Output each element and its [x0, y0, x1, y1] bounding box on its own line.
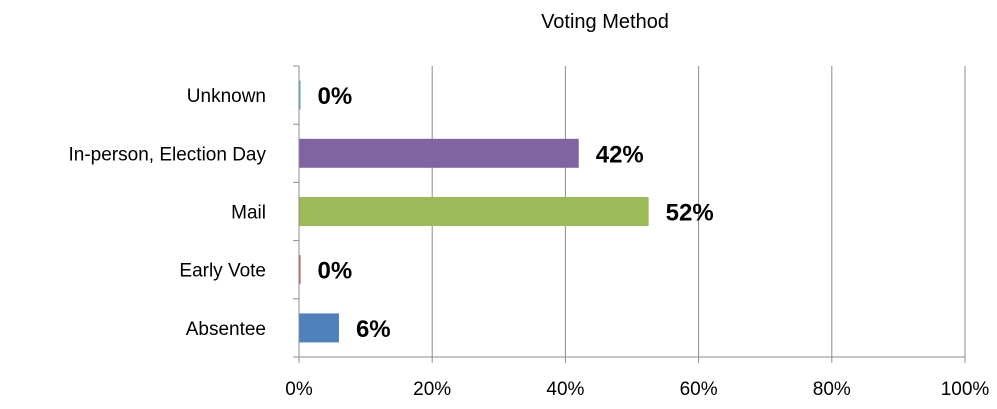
x-tick-label: 40%: [546, 379, 584, 400]
labels: 0% 20% 40% 60% 80% 100% Unknown 0% In-person, El…: [69, 83, 990, 400]
x-tick-label: 20%: [413, 379, 451, 400]
bar: [299, 138, 579, 168]
x-tick-label: 80%: [813, 379, 851, 400]
category-label: Unknown: [187, 86, 266, 107]
x-tick-label: 60%: [680, 379, 718, 400]
x-tick-label: 0%: [285, 379, 313, 400]
category-label: Absentee: [186, 319, 266, 340]
data-label: 0%: [318, 258, 353, 285]
data-label: 0%: [318, 83, 353, 110]
data-label: 42%: [596, 141, 644, 168]
category-label: In-person, Election Day: [69, 144, 267, 165]
bars: [299, 80, 649, 343]
gridlines: [431, 66, 966, 357]
category-label: Mail: [231, 203, 266, 224]
x-tick-label: 100%: [941, 379, 990, 400]
bar: [299, 197, 649, 226]
data-label: 6%: [356, 316, 391, 343]
bar: [299, 313, 339, 343]
bar: [299, 80, 301, 110]
category-label: Early Vote: [179, 261, 266, 282]
chart-title: Voting Method: [541, 11, 669, 33]
bar: [299, 255, 301, 285]
data-label: 52%: [666, 200, 714, 227]
axes: [293, 65, 966, 363]
